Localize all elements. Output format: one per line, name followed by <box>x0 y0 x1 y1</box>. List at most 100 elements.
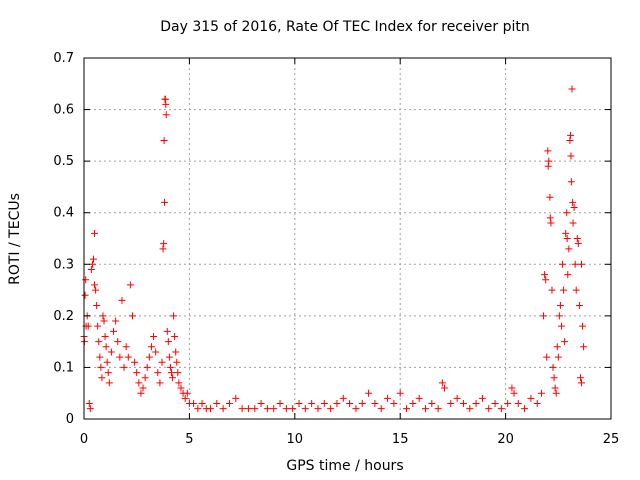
data-point <box>147 343 155 351</box>
data-point <box>96 353 104 361</box>
y-axis-label: ROTI / TECUs <box>7 193 23 285</box>
data-point <box>94 322 102 330</box>
data-point <box>569 198 577 206</box>
data-point <box>371 400 379 408</box>
data-point <box>282 405 290 413</box>
data-point <box>139 384 147 392</box>
data-point <box>86 405 94 413</box>
data-point <box>556 302 564 310</box>
data-point <box>565 245 573 253</box>
data-point <box>92 286 100 294</box>
data-point <box>161 198 169 206</box>
y-tick-label: 0.1 <box>53 360 74 375</box>
data-point <box>403 405 411 413</box>
data-point <box>257 400 265 408</box>
data-point <box>171 332 179 340</box>
data-point <box>377 405 385 413</box>
data-point <box>206 405 214 413</box>
data-point <box>447 400 455 408</box>
data-point <box>183 389 191 397</box>
data-point <box>156 379 164 387</box>
data-point <box>314 405 322 413</box>
data-point <box>169 374 177 382</box>
data-point <box>572 286 580 294</box>
data-point <box>225 400 233 408</box>
data-point <box>170 312 178 320</box>
y-tick-label: 0.7 <box>53 51 74 66</box>
data-point <box>165 353 173 361</box>
data-point <box>561 338 569 346</box>
data-point <box>567 178 575 186</box>
data-point <box>87 265 95 273</box>
data-point <box>120 363 128 371</box>
data-point <box>133 369 141 377</box>
data-point <box>118 296 126 304</box>
data-point <box>339 394 347 402</box>
data-point <box>167 369 175 377</box>
data-points <box>80 85 588 413</box>
data-point <box>114 338 122 346</box>
data-point <box>145 353 153 361</box>
data-point <box>537 389 545 397</box>
data-point <box>548 286 556 294</box>
x-tick-label: 20 <box>497 432 514 447</box>
data-point <box>194 405 202 413</box>
data-point <box>547 219 555 227</box>
data-point <box>434 405 442 413</box>
y-tick-label: 0.5 <box>53 154 74 169</box>
data-point <box>84 322 92 330</box>
data-point <box>514 400 522 408</box>
data-point <box>570 204 578 212</box>
x-tick-label: 25 <box>603 432 620 447</box>
data-point <box>504 400 512 408</box>
data-point <box>396 389 404 397</box>
data-point <box>198 400 206 408</box>
data-point <box>158 358 166 366</box>
chart-title: Day 315 of 2016, Rate Of TEC Index for r… <box>160 19 530 35</box>
data-point <box>173 358 181 366</box>
plot-frame <box>83 57 612 420</box>
data-point <box>163 327 171 335</box>
data-point <box>577 379 585 387</box>
data-point <box>577 260 585 268</box>
x-axis-label: GPS time / hours <box>286 458 403 474</box>
data-point <box>574 240 582 248</box>
data-point <box>232 394 240 402</box>
data-point <box>472 400 480 408</box>
data-point <box>560 286 568 294</box>
data-point <box>533 400 541 408</box>
data-point <box>177 384 185 392</box>
data-point <box>549 363 557 371</box>
data-point <box>552 389 560 397</box>
data-point <box>576 374 584 382</box>
tick-labels: 0 5 10 15 20 25 0 0.1 0.2 0.3 0.4 0.5 0.6 0.7 <box>53 51 619 447</box>
data-point <box>160 240 168 248</box>
data-point <box>135 379 143 387</box>
data-point <box>244 405 252 413</box>
data-point <box>174 369 182 377</box>
grid <box>84 58 611 419</box>
data-point <box>102 343 110 351</box>
data-point <box>162 100 170 108</box>
data-point <box>289 405 297 413</box>
data-point <box>541 271 549 279</box>
data-point <box>159 245 167 253</box>
data-point <box>542 276 550 284</box>
data-point <box>101 332 109 340</box>
data-point <box>95 338 103 346</box>
data-point <box>152 348 160 356</box>
data-point <box>126 281 134 289</box>
data-point <box>320 400 328 408</box>
data-point <box>333 400 341 408</box>
data-point <box>491 400 499 408</box>
data-point <box>573 235 581 242</box>
data-point <box>571 260 579 268</box>
x-tick-label: 5 <box>185 432 193 447</box>
data-point <box>91 229 99 237</box>
data-point <box>141 374 149 382</box>
x-tick-label: 10 <box>287 432 304 447</box>
data-point <box>550 374 558 382</box>
data-point <box>562 229 570 237</box>
data-point <box>219 405 227 413</box>
data-point <box>104 369 112 377</box>
